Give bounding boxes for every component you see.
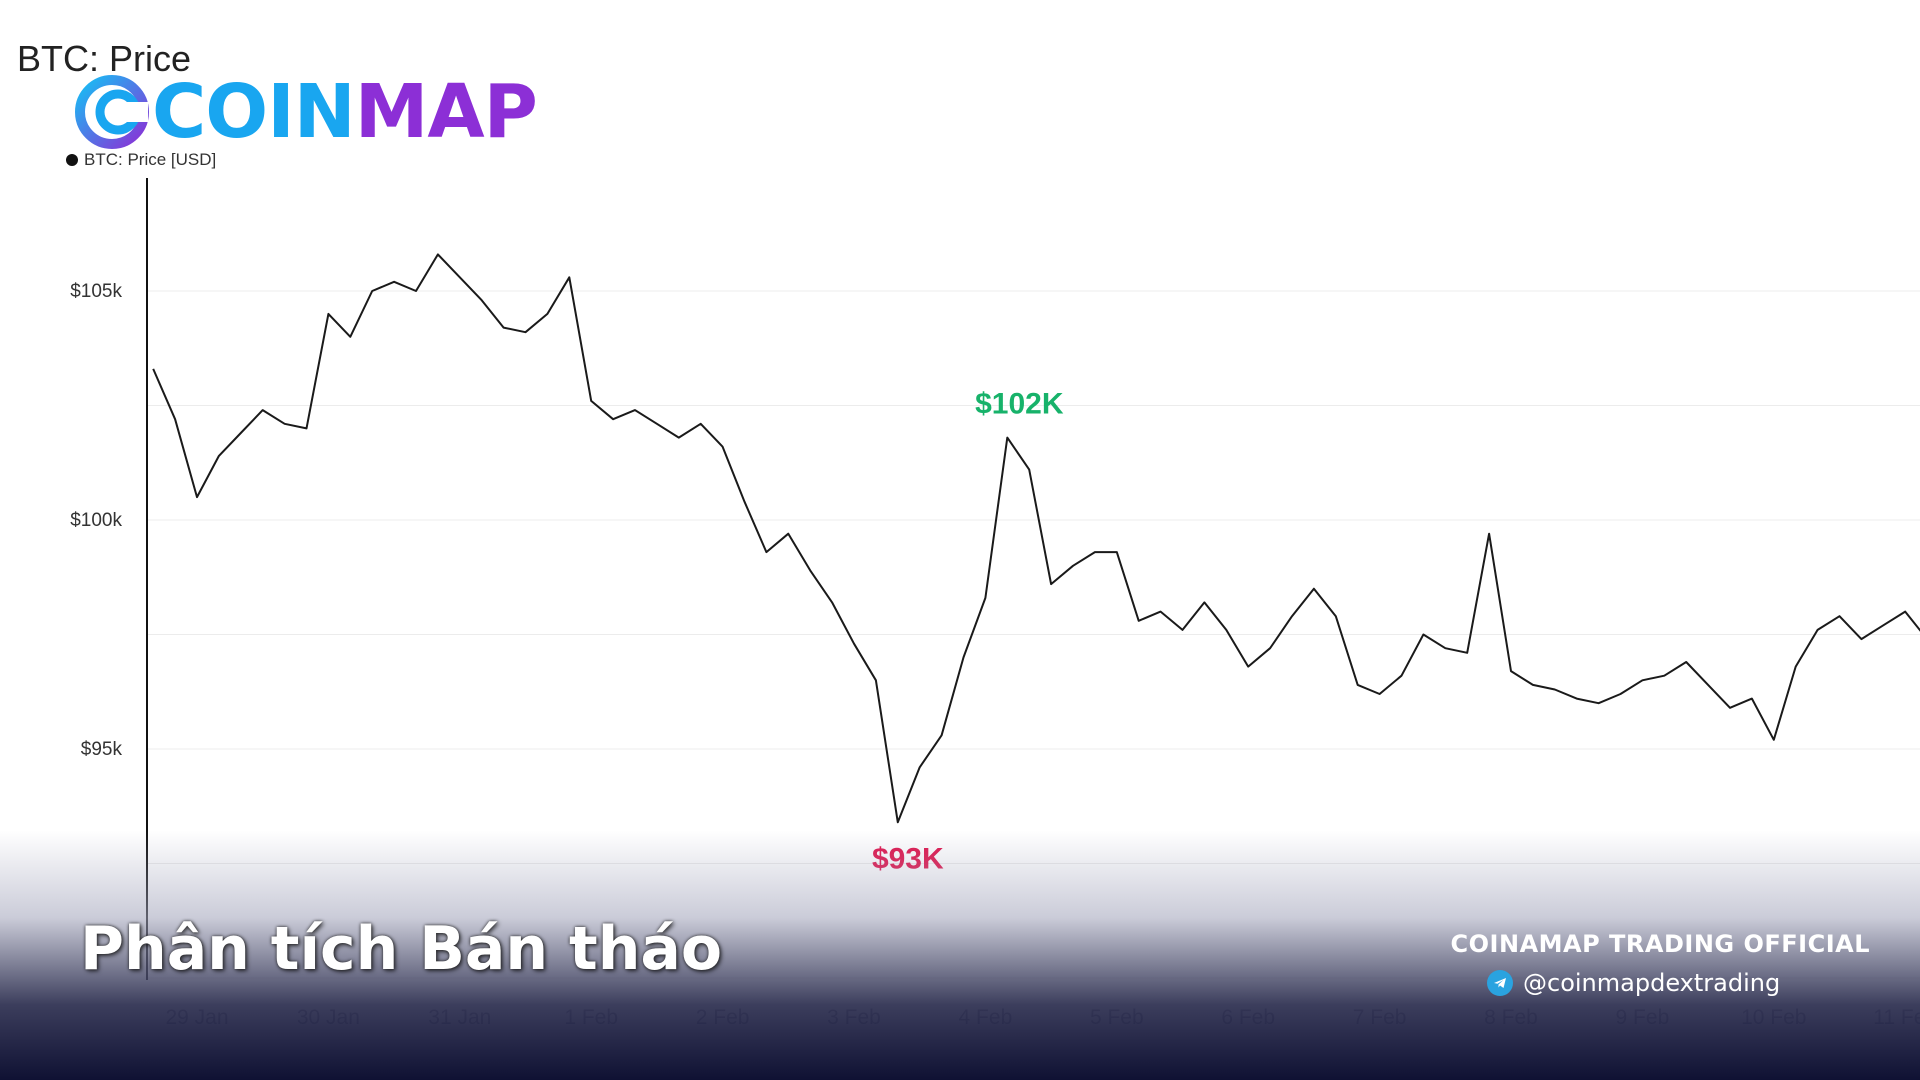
annotation-high: $102K bbox=[975, 388, 1064, 421]
logo-coin-text: COIN bbox=[152, 69, 356, 155]
legend-marker bbox=[66, 154, 78, 166]
telegram-handle-text: @coinmapdextrading bbox=[1523, 969, 1781, 997]
y-tick-label: $95k bbox=[81, 739, 123, 760]
chart-legend: BTC: Price [USD] bbox=[66, 150, 216, 170]
brand-name: COINAMAP TRADING OFFICIAL bbox=[1450, 930, 1870, 958]
telegram-icon bbox=[1487, 970, 1513, 996]
bottom-gradient-overlay bbox=[0, 830, 1920, 1080]
logo-wordmark: COINMAP bbox=[152, 75, 538, 149]
headline-title: Phân tích Bán tháo bbox=[80, 914, 723, 984]
chart-title: BTC: Price bbox=[17, 38, 192, 79]
y-tick-label: $100k bbox=[70, 510, 122, 531]
y-tick-label: $105k bbox=[70, 281, 122, 302]
logo-map-text: MAP bbox=[354, 69, 538, 155]
coin-logo-icon bbox=[72, 72, 152, 152]
price-series-line bbox=[152, 253, 1920, 824]
telegram-handle: @coinmapdextrading bbox=[1487, 969, 1780, 997]
y-tick-labels: $95k $100k $105k bbox=[70, 281, 122, 760]
legend-label: BTC: Price [USD] bbox=[84, 150, 217, 169]
coinmap-logo: COINMAP bbox=[72, 72, 538, 152]
price-annotations: $102K$93K bbox=[872, 388, 1064, 876]
